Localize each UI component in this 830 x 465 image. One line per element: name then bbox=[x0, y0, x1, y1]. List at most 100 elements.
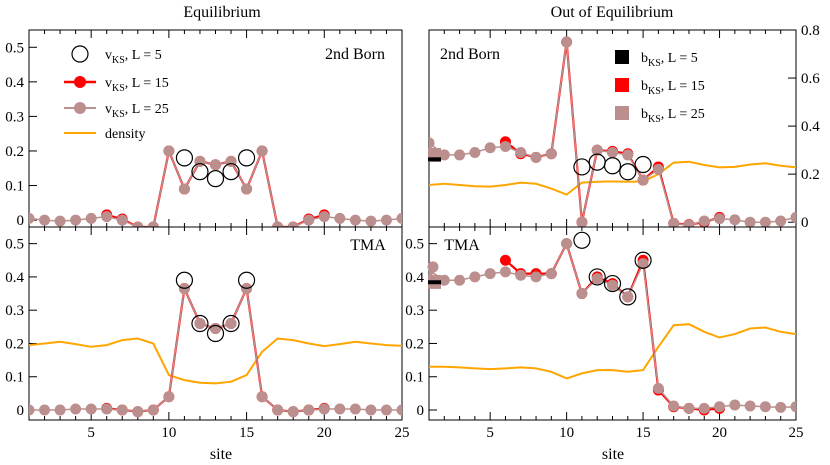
point-l25 bbox=[744, 216, 756, 227]
point-l25 bbox=[530, 271, 542, 283]
left-title: Equilibrium bbox=[183, 4, 261, 21]
point-l25 bbox=[116, 214, 128, 226]
point-l25 bbox=[714, 401, 726, 413]
point-l25 bbox=[729, 214, 741, 226]
point-l25 bbox=[438, 274, 450, 286]
point-l25 bbox=[515, 269, 527, 281]
y-tick-label: 0.5 bbox=[5, 237, 24, 253]
point-l25 bbox=[652, 163, 664, 175]
point-l25 bbox=[194, 318, 206, 329]
point-l25 bbox=[714, 213, 726, 225]
legend-label-vks-l5: vKS, L = 5 bbox=[105, 48, 162, 66]
point-l25 bbox=[499, 266, 511, 278]
point-l25 bbox=[396, 212, 402, 224]
point-l25 bbox=[484, 142, 496, 154]
legend-marker-black-square bbox=[615, 50, 629, 64]
y-tick-label: 0.4 bbox=[5, 270, 24, 286]
point-l5 bbox=[588, 268, 606, 286]
point-l5 bbox=[619, 288, 637, 306]
point-l25 bbox=[545, 268, 557, 280]
series-l25-line bbox=[429, 241, 796, 410]
point-l25 bbox=[349, 214, 361, 226]
point-l25 bbox=[499, 141, 511, 153]
density-line bbox=[29, 337, 402, 385]
point-l5 bbox=[573, 158, 591, 176]
point-l25 bbox=[790, 401, 796, 413]
point-l25 bbox=[607, 279, 618, 291]
point-l25 bbox=[454, 274, 466, 286]
point-l5 bbox=[237, 149, 256, 167]
point-l25 bbox=[101, 211, 113, 223]
point-l25 bbox=[54, 404, 66, 416]
y-tick-label: 0.2 bbox=[5, 144, 24, 160]
point-l25 bbox=[668, 217, 680, 227]
point-l25 bbox=[365, 215, 377, 227]
x-tick-label: 5 bbox=[486, 425, 494, 441]
point-l25 bbox=[396, 404, 402, 416]
point-l5 bbox=[175, 271, 194, 289]
plot-area bbox=[429, 231, 796, 416]
y-tick-label: 0.4 bbox=[801, 119, 820, 135]
point-l25 bbox=[70, 214, 82, 226]
point-l25 bbox=[561, 36, 573, 48]
y-tick-label: 0.5 bbox=[405, 237, 424, 253]
point-l25 bbox=[287, 406, 299, 418]
point-l25 bbox=[515, 147, 527, 159]
right-title: Out of Equilibrium bbox=[551, 4, 674, 21]
point-l25 bbox=[698, 215, 710, 227]
legend-marker-tan-square bbox=[615, 106, 629, 120]
point-l25 bbox=[29, 404, 35, 416]
point-l25 bbox=[469, 147, 481, 159]
y-tick-label: 0.2 bbox=[5, 336, 24, 352]
point-l25 bbox=[147, 221, 159, 227]
point-l25 bbox=[668, 400, 680, 412]
point-l5 bbox=[634, 155, 652, 174]
y-tick-label: 0 bbox=[417, 403, 425, 419]
legend-bks: bKS, L = 5 bKS, L = 15 bKS, L = 25 bbox=[615, 50, 705, 125]
point-l25 bbox=[790, 211, 796, 223]
point-l25 bbox=[622, 291, 634, 303]
legend-marker-tan-circle bbox=[74, 102, 86, 114]
y-tick-label: 0.5 bbox=[5, 40, 24, 56]
point-l25 bbox=[39, 214, 51, 226]
point-l25 bbox=[380, 404, 392, 416]
y-tick-label: 0 bbox=[17, 403, 25, 419]
legend-marker-open-circle bbox=[71, 45, 89, 63]
point-l25 bbox=[256, 145, 268, 157]
point-l25 bbox=[318, 403, 330, 415]
point-l5 bbox=[634, 251, 652, 269]
y-tick-label: 0.2 bbox=[405, 336, 424, 352]
point-l25 bbox=[484, 268, 496, 280]
legend-label-bks-l25: bKS, L = 25 bbox=[641, 107, 705, 125]
legend-label-vks-l25: vKS, L = 25 bbox=[105, 102, 169, 120]
point-l25 bbox=[210, 159, 221, 171]
point-l5 bbox=[588, 153, 606, 171]
point-l25 bbox=[652, 382, 664, 394]
point-l25 bbox=[607, 147, 618, 159]
point-l25 bbox=[438, 149, 450, 161]
point-l25 bbox=[637, 174, 649, 186]
point-l5 bbox=[603, 274, 622, 293]
point-l5 bbox=[206, 170, 225, 188]
point-l25 bbox=[591, 273, 603, 285]
point-l25 bbox=[530, 151, 542, 163]
point-l5 bbox=[603, 157, 622, 175]
legend-label-bks-l15: bKS, L = 15 bbox=[641, 79, 705, 97]
point-l5 bbox=[222, 163, 240, 181]
legend-marker-red-circle bbox=[74, 76, 86, 88]
x-tick-label: 25 bbox=[789, 425, 804, 441]
plot-area bbox=[29, 271, 402, 418]
point-l25 bbox=[54, 215, 66, 227]
point-l25 bbox=[429, 137, 435, 149]
point-l25 bbox=[759, 216, 771, 227]
point-l25 bbox=[469, 271, 481, 283]
x-tick-label: 20 bbox=[317, 425, 332, 441]
y-tick-label: 0.6 bbox=[801, 71, 820, 87]
point-l25 bbox=[775, 401, 787, 413]
point-l25 bbox=[683, 219, 695, 227]
legend-label-vks-l15: vKS, L = 15 bbox=[105, 76, 169, 94]
y-tick-label: 0.3 bbox=[5, 109, 24, 125]
point-l25 bbox=[241, 183, 253, 195]
x-tick-label: 15 bbox=[239, 425, 254, 441]
point-l25 bbox=[85, 212, 97, 224]
